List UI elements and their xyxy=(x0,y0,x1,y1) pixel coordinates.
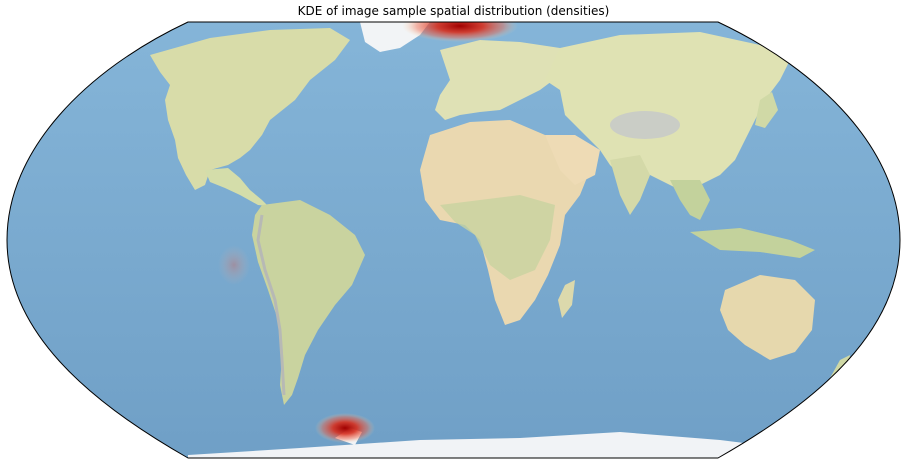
japan xyxy=(755,92,778,128)
andes xyxy=(256,214,286,396)
south-america xyxy=(252,200,365,405)
indonesia xyxy=(690,228,815,258)
map-boundary xyxy=(6,21,901,459)
arabian-peninsula xyxy=(545,135,600,185)
australia xyxy=(720,275,815,360)
kde-hotspot-antarctic-peninsula xyxy=(315,413,375,443)
asia xyxy=(545,32,790,190)
antarctica xyxy=(188,432,800,458)
africa-green-belt xyxy=(440,195,555,280)
kde-hotspot-eastern-pacific xyxy=(218,245,250,285)
north-america xyxy=(150,28,350,190)
tibetan-plateau xyxy=(610,111,680,139)
europe xyxy=(435,40,575,120)
southeast-asia xyxy=(670,180,710,220)
india xyxy=(610,155,650,215)
map-title: KDE of image sample spatial distribution… xyxy=(297,4,610,18)
central-america xyxy=(205,168,268,206)
madagascar xyxy=(558,280,575,318)
kde-hotspot-greenland-strait xyxy=(402,22,518,42)
